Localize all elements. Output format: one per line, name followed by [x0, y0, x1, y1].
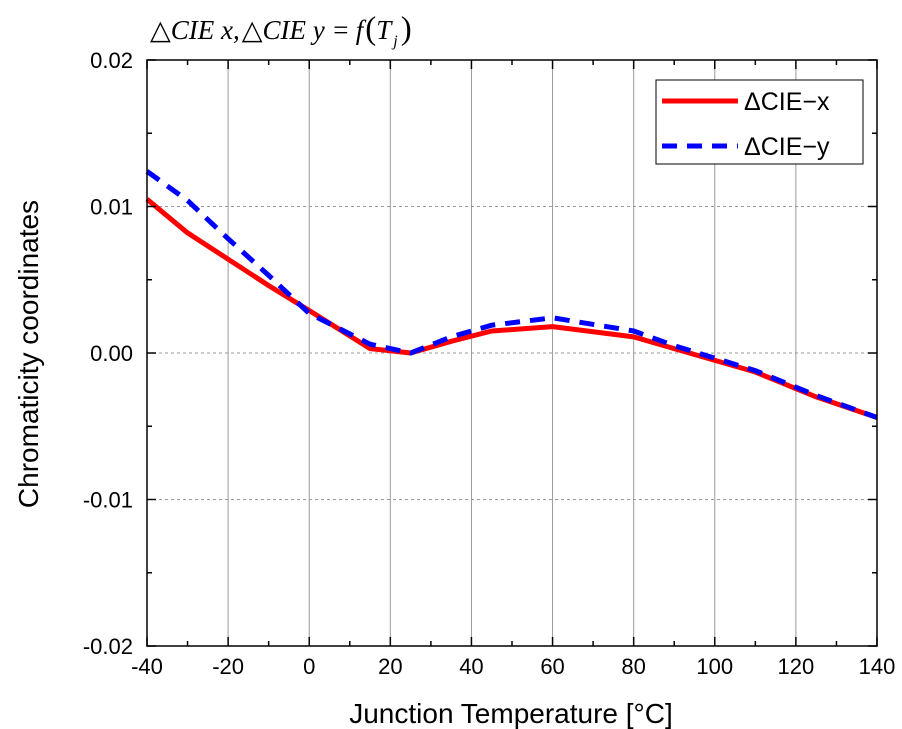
- x-axis-title: Junction Temperature [°C]: [349, 698, 673, 729]
- x-tick-label: 80: [621, 654, 645, 679]
- y-tick-labels: -0.02 -0.01 0.00 0.01 0.02: [83, 48, 133, 659]
- x-tick-label: -20: [212, 654, 244, 679]
- y-tick-label: -0.01: [83, 488, 133, 513]
- title-t: T: [376, 15, 393, 45]
- series-lines: [145, 169, 878, 420]
- y-tick-label: 0.02: [90, 48, 133, 73]
- chart-title-formula: △CIE x,△CIE y = f(T j): [150, 11, 412, 50]
- legend: ΔCIE−x ΔCIE−y: [655, 79, 864, 165]
- title-f: f: [356, 15, 367, 45]
- y-tick-label: -0.02: [83, 634, 133, 659]
- y-tick-label: 0.00: [90, 341, 133, 366]
- x-tick-label: 100: [696, 654, 733, 679]
- x-tick-label: 40: [459, 654, 483, 679]
- axis-ticks: [146, 59, 878, 647]
- title-open-paren: (: [365, 11, 376, 47]
- title-cie-x: CIE x,: [171, 15, 240, 45]
- legend-label-cie-x: ΔCIE−x: [744, 88, 830, 116]
- delta-symbol-y: △: [242, 15, 263, 45]
- title-subscript-j: j: [391, 33, 398, 50]
- x-tick-label: 60: [540, 654, 564, 679]
- x-tick-label: 120: [778, 654, 815, 679]
- title-close-paren: ): [401, 11, 412, 47]
- x-tick-label: 20: [378, 654, 402, 679]
- x-tick-label: -40: [131, 654, 163, 679]
- y-axis-title: Chromaticity coordinates: [13, 200, 44, 508]
- x-tick-label: 140: [859, 654, 896, 679]
- legend-box: [655, 79, 864, 165]
- legend-label-cie-y: ΔCIE−y: [744, 133, 830, 161]
- series-line-cie-y: [145, 169, 878, 420]
- title-cie-y: CIE y =: [263, 15, 350, 45]
- x-tick-label: 0: [303, 654, 315, 679]
- delta-symbol-x: △: [150, 15, 171, 45]
- series-line-cie-x: [145, 197, 878, 420]
- x-tick-labels: -40 -20 0 20 40 60 80 100 120 140: [131, 654, 895, 679]
- y-tick-label: 0.01: [90, 195, 133, 220]
